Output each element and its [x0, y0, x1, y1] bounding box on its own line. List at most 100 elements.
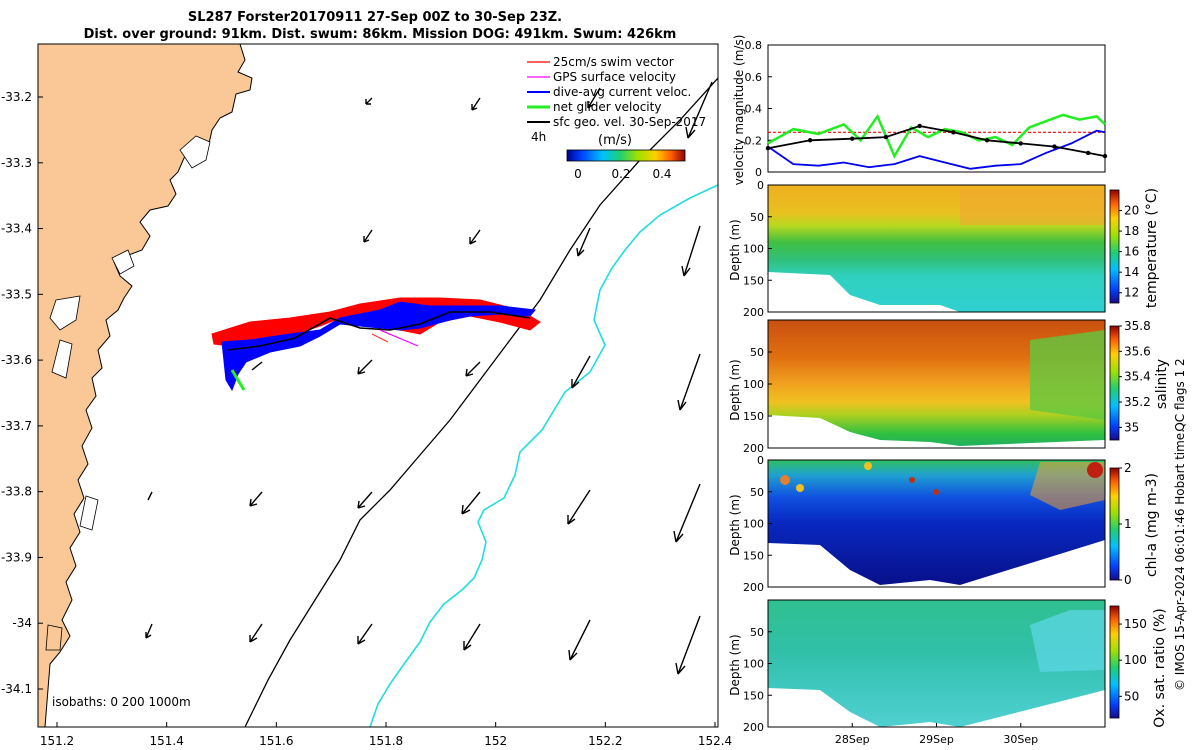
ox-ylabel: Depth (m)	[728, 634, 742, 695]
ox-y-ticks: 50 100 150 200	[743, 626, 772, 734]
colorbar-tick-label: 35	[1124, 420, 1139, 434]
colorbar-tick-label: 35.4	[1124, 370, 1151, 384]
colorbar-tick-label: 12	[1124, 286, 1139, 300]
depth-tick-label: 150	[743, 549, 764, 562]
temp-colorbar-ticks: 12 14 16 18 20	[1119, 204, 1139, 300]
map-colorbar	[566, 149, 686, 162]
depth-tick-label: 100	[743, 518, 764, 531]
current-vectors	[221, 301, 536, 392]
velocity-point	[883, 134, 889, 140]
velocity-y-tick-label: 0.6	[745, 71, 763, 84]
sal-colorbar	[1109, 325, 1120, 441]
date-tick-label: 30Sep	[1003, 733, 1038, 746]
legend-label-swim: 25cm/s swim vector	[553, 55, 674, 69]
ox-x-ticks: 28Sep 29Sep 30Sep	[835, 723, 1038, 746]
map-colorbar-tick: 0.4	[652, 167, 671, 181]
map-x-tick-label: 151.8	[369, 734, 403, 748]
legend-time-label: 4h	[531, 130, 546, 144]
depth-tick-label: 150	[743, 274, 764, 287]
depth-tick-label: 150	[743, 410, 764, 423]
chla-ylabel: Depth (m)	[728, 494, 742, 555]
depth-tick-label: 50	[750, 211, 764, 224]
qc-flags-text: QC flags 1 2	[1173, 358, 1187, 431]
salinity-fresh-patch	[1030, 330, 1105, 420]
depth-tick-label: 0	[757, 454, 764, 467]
map-x-tick-label: 152.4	[698, 734, 732, 748]
island	[45, 624, 63, 651]
lake	[179, 135, 211, 169]
temp-y-ticks: 0 50 100 150 200	[743, 179, 772, 319]
map-y-tick-label: -34	[12, 616, 32, 630]
colorbar-tick-label: 1	[1124, 517, 1132, 531]
map-frame	[37, 43, 719, 728]
title-line2: Dist. over ground: 91km. Dist. swum: 86k…	[84, 27, 677, 42]
sal-colorbar-ticks: 35 35.2 35.4 35.6 35.8	[1119, 319, 1151, 434]
map-y-tick-label: -33.3	[1, 156, 32, 170]
map-x-tick-label: 152.2	[588, 734, 622, 748]
map-x-tick-label: 151.6	[259, 734, 293, 748]
sal-ylabel: Depth (m)	[728, 359, 742, 420]
velocity-point	[850, 136, 855, 141]
chla-dot	[780, 475, 790, 485]
chla-dot	[864, 462, 872, 470]
depth-tick-label: 150	[743, 689, 764, 702]
lake	[49, 295, 81, 331]
salinity-panel: 50 100 150 200 Depth (m) 35 35.2 35.4 35.6 35.8…	[728, 319, 1170, 455]
map-y-ticks: -33.2 -33.3 -33.4 -33.5 -33.6 -33.7 -33.8 -33.9…	[1, 90, 43, 696]
depth-tick-label: 0	[757, 179, 764, 192]
ox-colorbar	[1109, 605, 1120, 719]
legend-label-geo: sfc geo. vel. 30-Sep-2017	[553, 115, 706, 129]
colorbar-tick-label: 18	[1124, 224, 1139, 238]
chla-dot	[933, 489, 939, 495]
chla-dot	[796, 484, 804, 492]
chla-dot	[909, 477, 915, 483]
velocity-point	[1052, 144, 1057, 149]
colorbar-tick-label: 14	[1124, 265, 1139, 279]
map-y-tick-label: -33.7	[1, 419, 32, 433]
velocity-point	[807, 138, 813, 143]
velocity-y-tick-label: 0.2	[745, 134, 763, 147]
map-x-ticks: 151.2 151.4 151.6 151.8 152 152.2 152.4	[40, 722, 732, 748]
chla-y-ticks: 0 50 100 150 200	[743, 454, 772, 594]
credit-text: © IMOS 15-Apr-2024 06:01:46 Hobart time.	[1173, 429, 1187, 691]
colorbar-tick-label: 35.8	[1124, 319, 1151, 333]
sal-y-ticks: 50 100 150 200	[743, 346, 772, 455]
legend-label-gps: GPS surface velocity	[553, 70, 676, 84]
colorbar-tick-label: 2	[1124, 461, 1132, 475]
velocity-series	[765, 113, 1108, 170]
ox-colorbar-ticks: 50 100 150	[1119, 617, 1147, 703]
colorbar-tick-label: 150	[1124, 617, 1147, 631]
oxygen-panel: 50 100 150 200 28Sep 29Sep 30Sep Depth (m) 50…	[728, 599, 1168, 746]
map-y-tick-label: -33.2	[1, 90, 32, 104]
velocity-point	[1102, 153, 1108, 159]
map-colorbar-tick: 0.2	[611, 167, 630, 181]
velocity-point	[984, 138, 990, 143]
depth-tick-label: 200	[743, 442, 764, 455]
temperature-panel: 0 50 100 150 200 Depth (m) 12 14 16 18 20 temper…	[728, 179, 1160, 319]
depth-tick-label: 200	[743, 306, 764, 319]
isobath-1000	[369, 184, 718, 727]
oxygen-field	[768, 600, 1105, 727]
swim-arrow	[371, 333, 389, 343]
colorbar-tick-label: 50	[1124, 689, 1139, 703]
chla-colorbar	[1109, 467, 1120, 581]
depth-tick-label: 50	[750, 346, 764, 359]
map-y-tick-label: -33.4	[1, 222, 32, 236]
temperature-warm-patch	[960, 190, 1105, 225]
ox-colorbar-label: Ox. sat. ratio (%)	[1152, 608, 1168, 727]
velocity-y-tick-label: 0.4	[745, 103, 763, 116]
isobath-200	[244, 77, 718, 727]
title-line1: SL287 Forster20170911 27-Sep 00Z to 30-S…	[188, 10, 562, 25]
map-y-tick-label: -33.9	[1, 550, 32, 564]
velocity-point	[1018, 141, 1023, 146]
colorbar-tick-label: 35.2	[1124, 395, 1151, 409]
sal-colorbar-label: salinity	[1154, 359, 1170, 409]
temp-ylabel: Depth (m)	[728, 219, 742, 280]
colorbar-tick-label: 35.6	[1124, 344, 1151, 358]
depth-tick-label: 50	[750, 626, 764, 639]
colorbar-tick-label: 20	[1124, 204, 1139, 218]
glider-track	[227, 311, 531, 351]
temp-colorbar	[1109, 189, 1120, 304]
depth-tick-label: 100	[743, 658, 764, 671]
